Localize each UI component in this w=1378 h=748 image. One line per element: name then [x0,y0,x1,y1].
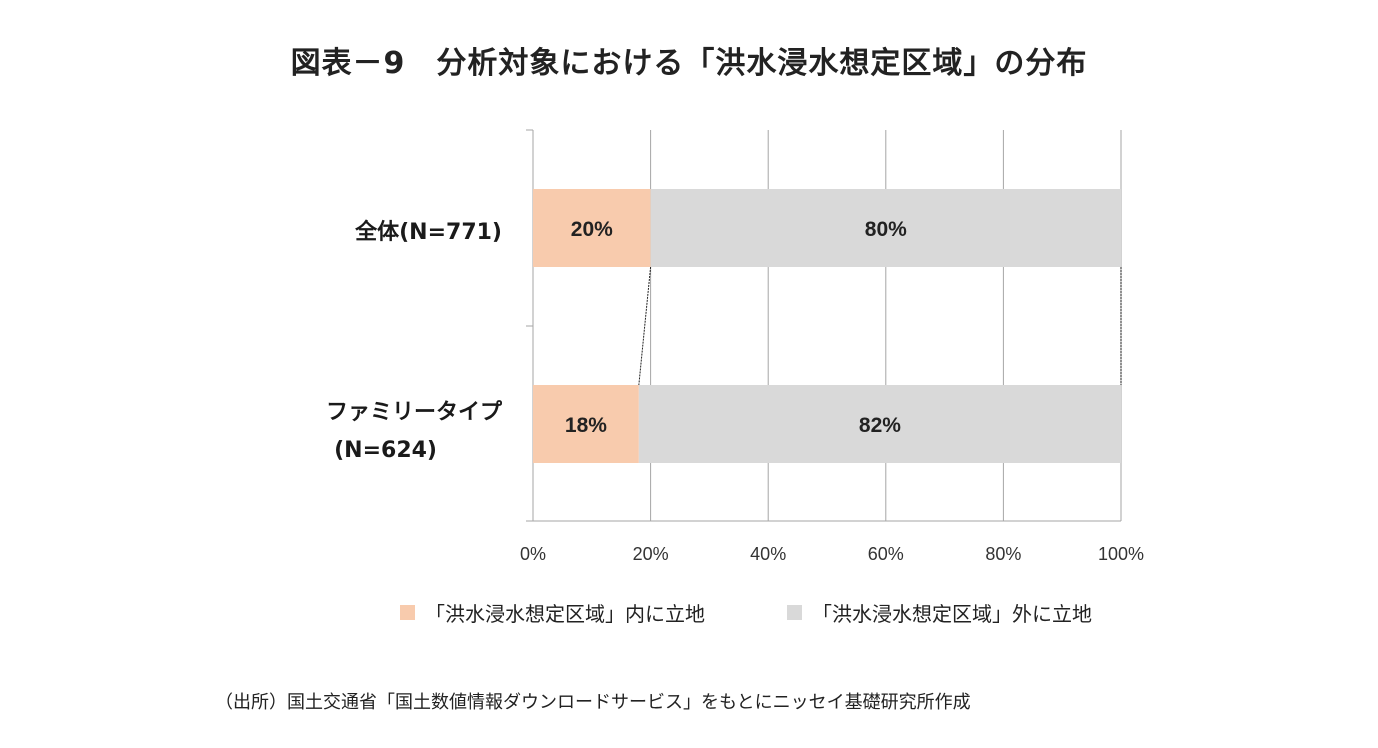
x-tick-label: 40% [750,544,786,564]
source-note: （出所）国土交通省「国土数値情報ダウンロードサービス」をもとにニッセイ基礎研究所… [215,692,971,713]
x-tick-label: 100% [1098,544,1144,564]
x-tick-label: 0% [520,544,546,564]
category-label-total: 全体(N=771) [355,220,502,245]
bar-segment [650,189,1121,267]
legend-item-inside: 「洪水浸水想定区域」内に立地 [400,598,705,627]
bar-segment [533,189,651,267]
legend-item-outside: 「洪水浸水想定区域」外に立地 [787,598,1092,627]
data-label: 20% [571,218,613,241]
legend-swatch-inside [400,605,415,620]
legend-swatch-outside [787,605,802,620]
series-line [638,266,652,386]
x-tick-label: 80% [985,544,1021,564]
x-tick-label: 20% [633,544,669,564]
category-label-family-n: (N=624) [334,438,437,463]
legend-label-outside: 「洪水浸水想定区域」外に立地 [812,602,1092,626]
chart-title: 図表－9 分析対象における「洪水浸水想定区域」の分布 [290,46,1088,81]
data-label: 82% [859,414,901,437]
data-label: 18% [565,414,607,437]
legend-label-inside: 「洪水浸水想定区域」内に立地 [425,602,705,626]
x-tick-label: 60% [868,544,904,564]
data-label: 80% [865,218,907,241]
bar-segment [638,385,1121,463]
bar-segment [533,385,639,463]
category-label-family: ファミリータイプ [325,400,502,425]
